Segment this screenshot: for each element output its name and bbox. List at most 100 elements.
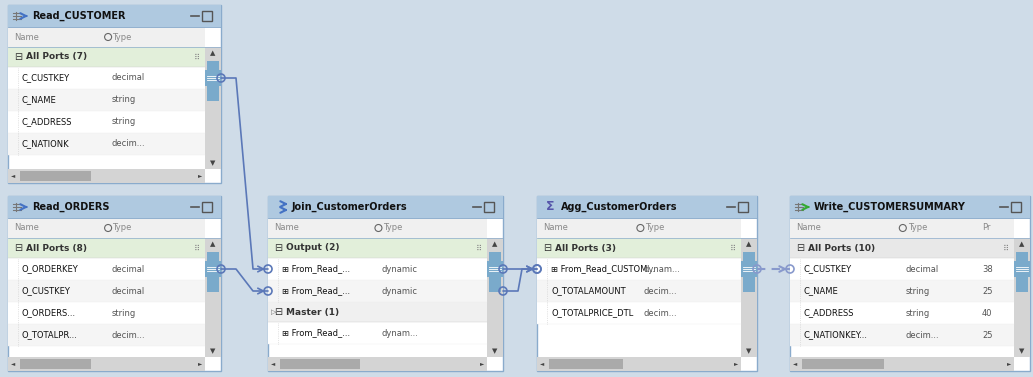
Bar: [537, 218, 741, 238]
Bar: [268, 238, 487, 258]
Text: All Ports (8): All Ports (8): [26, 244, 87, 253]
Text: ▲: ▲: [493, 241, 498, 247]
Text: ►: ►: [198, 362, 202, 366]
Bar: [8, 67, 205, 89]
Bar: [1011, 202, 1021, 212]
Text: ◄: ◄: [793, 362, 797, 366]
Text: Pr: Pr: [982, 224, 991, 233]
Text: All Ports (10): All Ports (10): [808, 244, 875, 253]
Bar: [205, 47, 221, 169]
Text: ▲: ▲: [211, 50, 216, 56]
Text: ⠿: ⠿: [194, 52, 200, 61]
Text: ▼: ▼: [211, 160, 216, 166]
Bar: [537, 196, 757, 218]
Text: decimal: decimal: [112, 287, 145, 296]
Bar: [489, 252, 501, 292]
Text: O_CUSTKEY: O_CUSTKEY: [22, 287, 71, 296]
Text: ⊞ From_Read_...: ⊞ From_Read_...: [282, 287, 350, 296]
Text: string: string: [112, 118, 135, 127]
Text: C_CUSTKEY: C_CUSTKEY: [804, 265, 852, 273]
Bar: [537, 196, 757, 371]
Text: O_TOTALAMOUNT: O_TOTALAMOUNT: [551, 287, 626, 296]
Text: ◄: ◄: [11, 362, 15, 366]
Text: ⊞ From_Read_...: ⊞ From_Read_...: [282, 328, 350, 337]
Text: Type: Type: [113, 32, 132, 41]
Bar: [8, 238, 205, 258]
Bar: [268, 258, 487, 280]
Text: dynamic: dynamic: [381, 287, 417, 296]
Text: Join_CustomerOrders: Join_CustomerOrders: [292, 202, 408, 212]
Text: decim...: decim...: [112, 331, 145, 340]
Bar: [8, 280, 205, 302]
Text: ▼: ▼: [746, 348, 752, 354]
Bar: [790, 302, 1014, 324]
Text: ►: ►: [1007, 362, 1011, 366]
Text: decimal: decimal: [112, 265, 145, 273]
Bar: [790, 357, 1014, 371]
Text: ⊞ From_Read_...: ⊞ From_Read_...: [282, 265, 350, 273]
Bar: [8, 111, 205, 133]
Bar: [487, 238, 503, 357]
Bar: [1014, 238, 1030, 357]
Text: ⊟: ⊟: [543, 243, 552, 253]
Bar: [537, 357, 741, 371]
Text: Type: Type: [908, 224, 927, 233]
Text: string: string: [906, 308, 930, 317]
Text: Name: Name: [796, 224, 821, 233]
Text: ⊟: ⊟: [14, 52, 22, 62]
Text: dynam...: dynam...: [381, 328, 418, 337]
Text: ⠿: ⠿: [730, 244, 737, 253]
Bar: [537, 258, 741, 280]
Bar: [743, 252, 755, 292]
Text: decimal: decimal: [906, 265, 939, 273]
Text: string: string: [112, 95, 135, 104]
Text: ◄: ◄: [271, 362, 275, 366]
Text: ⊞ From_Read_CUSTOM...: ⊞ From_Read_CUSTOM...: [551, 265, 655, 273]
Bar: [537, 302, 741, 324]
Bar: [268, 218, 487, 238]
Bar: [8, 324, 205, 346]
Text: Type: Type: [645, 224, 664, 233]
Text: 38: 38: [982, 265, 993, 273]
Text: ▼: ▼: [1020, 348, 1025, 354]
Bar: [790, 196, 1030, 371]
Bar: [487, 261, 503, 277]
Text: ▼: ▼: [493, 348, 498, 354]
Text: Write_CUSTOMERSUMMARY: Write_CUSTOMERSUMMARY: [814, 202, 966, 212]
Bar: [268, 322, 487, 344]
Bar: [8, 218, 205, 238]
Text: ◄: ◄: [540, 362, 544, 366]
Text: Agg_CustomerOrders: Agg_CustomerOrders: [561, 202, 678, 212]
Bar: [741, 261, 757, 277]
Bar: [790, 258, 1014, 280]
Bar: [790, 238, 1014, 258]
Text: decim...: decim...: [644, 287, 677, 296]
Text: O_TOTALPR...: O_TOTALPR...: [22, 331, 77, 340]
Text: string: string: [906, 287, 930, 296]
Bar: [790, 218, 1014, 238]
Bar: [8, 196, 221, 371]
Bar: [537, 280, 741, 302]
Bar: [8, 302, 205, 324]
Bar: [268, 357, 487, 371]
Bar: [790, 280, 1014, 302]
Bar: [8, 5, 221, 27]
Bar: [8, 47, 205, 67]
Bar: [268, 196, 503, 371]
Text: 25: 25: [982, 331, 993, 340]
Bar: [20, 171, 91, 181]
Text: O_TOTALPRICE_DTL: O_TOTALPRICE_DTL: [551, 308, 633, 317]
Bar: [268, 302, 487, 322]
Bar: [280, 359, 359, 369]
Text: ⠿: ⠿: [1003, 244, 1009, 253]
Text: ▷: ▷: [271, 309, 277, 315]
Bar: [8, 27, 205, 47]
Bar: [268, 196, 503, 218]
Text: All Ports (7): All Ports (7): [26, 52, 87, 61]
Text: Read_CUSTOMER: Read_CUSTOMER: [32, 11, 125, 21]
Text: ⊟: ⊟: [796, 243, 804, 253]
Bar: [8, 169, 205, 183]
Bar: [207, 252, 219, 292]
Text: ◄: ◄: [11, 173, 15, 178]
Bar: [8, 5, 221, 183]
